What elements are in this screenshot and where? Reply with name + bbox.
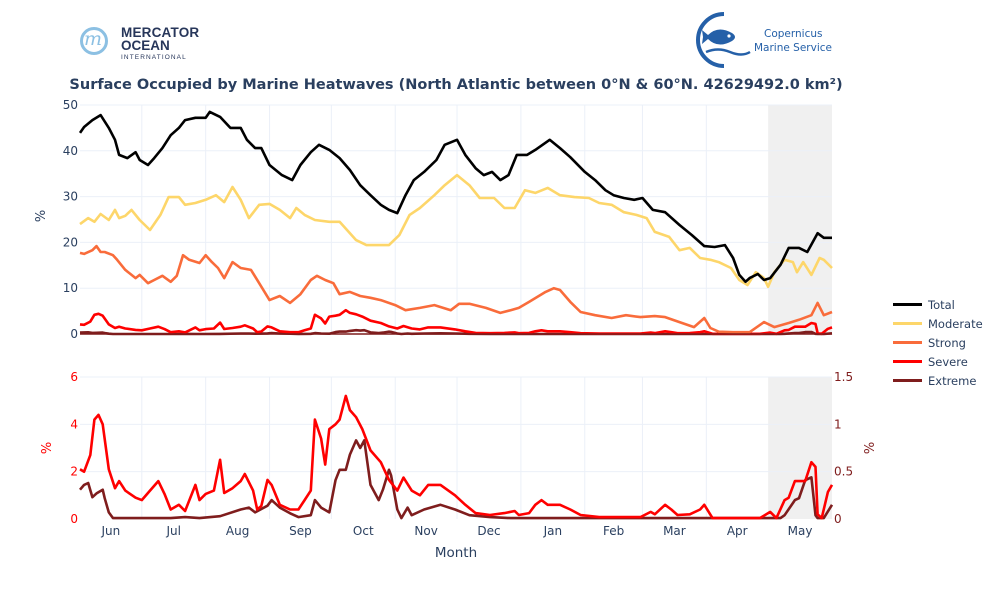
fish-icon <box>696 12 751 68</box>
mercator-ocean-logo: m MERCATOR OCEAN INTERNATIONAL <box>78 24 208 66</box>
bottom-plot: 0 2 4 6 0 0.5 1 1.5 Jun Jul Aug Sep Oct Nov Dec Jan Feb M… <box>70 370 853 538</box>
legend-item-extreme[interactable]: Extreme <box>893 371 983 390</box>
top-y-axis-title: % <box>34 210 49 222</box>
top-plot: 0 10 20 30 40 50 <box>63 98 833 341</box>
top-ytick-label: 20 <box>63 235 78 249</box>
legend-item-severe[interactable]: Severe <box>893 352 983 371</box>
top-line-severe <box>79 308 833 336</box>
bottom-left-y-axis-title: % <box>40 442 55 454</box>
x-axis-title: Month <box>435 545 477 561</box>
top-line-strong <box>79 244 833 334</box>
top-shaded-region <box>768 105 832 334</box>
x-tick-label: Jun <box>101 524 121 538</box>
logo-left-line3: INTERNATIONAL <box>121 54 187 61</box>
logo-left-line1: MERCATOR <box>121 25 200 40</box>
bottom-ytick-label: 6 <box>70 370 78 384</box>
x-tick-label: Jan <box>543 524 563 538</box>
x-tick-label: Oct <box>353 524 374 538</box>
logo-right-line2: Marine Service <box>754 42 832 54</box>
legend-swatch-extreme <box>893 379 922 382</box>
legend-label: Total <box>928 297 955 312</box>
bottom-line-severe <box>79 394 834 520</box>
legend-swatch-total <box>893 303 922 306</box>
bottom-right-ytick-label: 0 <box>834 512 842 526</box>
x-tick-label: May <box>788 524 813 538</box>
logo-right-line1: Copernicus <box>764 28 823 40</box>
legend-item-total[interactable]: Total <box>893 295 983 314</box>
copernicus-marine-logo: Copernicus Marine Service <box>694 11 834 69</box>
x-tick-label: Apr <box>727 524 748 538</box>
bottom-right-ytick-label: 1.5 <box>834 370 853 384</box>
x-tick-label: Mar <box>663 524 686 538</box>
mercator-m-icon: m <box>84 28 103 50</box>
top-ytick-label: 40 <box>63 144 78 158</box>
bottom-right-ytick-label: 0.5 <box>834 465 853 479</box>
bottom-ytick-label: 0 <box>70 512 78 526</box>
bottom-ytick-label: 4 <box>70 417 78 431</box>
legend-item-moderate[interactable]: Moderate <box>893 314 983 333</box>
mercator-circle-icon <box>80 27 108 55</box>
legend-item-strong[interactable]: Strong <box>893 333 983 352</box>
legend-label: Strong <box>928 335 966 350</box>
bottom-line-extreme <box>79 439 834 520</box>
x-tick-label: Sep <box>289 524 312 538</box>
x-tick-label: Dec <box>477 524 500 538</box>
chart-title: Surface Occupied by Marine Heatwaves (No… <box>69 77 843 93</box>
top-ytick-label: 0 <box>70 327 78 341</box>
legend-label: Moderate <box>928 316 983 331</box>
x-tick-label: Nov <box>414 524 437 538</box>
legend-label: Extreme <box>928 373 977 388</box>
top-ytick-label: 50 <box>63 98 78 112</box>
top-ytick-label: 30 <box>63 190 78 204</box>
x-tick-label: Jul <box>166 524 181 538</box>
bottom-right-y-axis-title: % <box>863 442 878 454</box>
bottom-ytick-label: 2 <box>70 465 78 479</box>
top-ytick-label: 10 <box>63 281 78 295</box>
top-line-moderate <box>79 173 833 289</box>
legend-swatch-moderate <box>893 322 922 325</box>
x-tick-label: Aug <box>226 524 249 538</box>
legend-label: Severe <box>928 354 968 369</box>
logo-left-line2: OCEAN <box>121 38 170 53</box>
bottom-right-ytick-label: 1 <box>834 417 842 431</box>
legend: Total Moderate Strong Severe Extreme <box>893 295 983 390</box>
top-line-total <box>78 110 832 284</box>
legend-swatch-strong <box>893 341 922 344</box>
x-tick-label: Feb <box>603 524 624 538</box>
legend-swatch-severe <box>893 360 922 363</box>
